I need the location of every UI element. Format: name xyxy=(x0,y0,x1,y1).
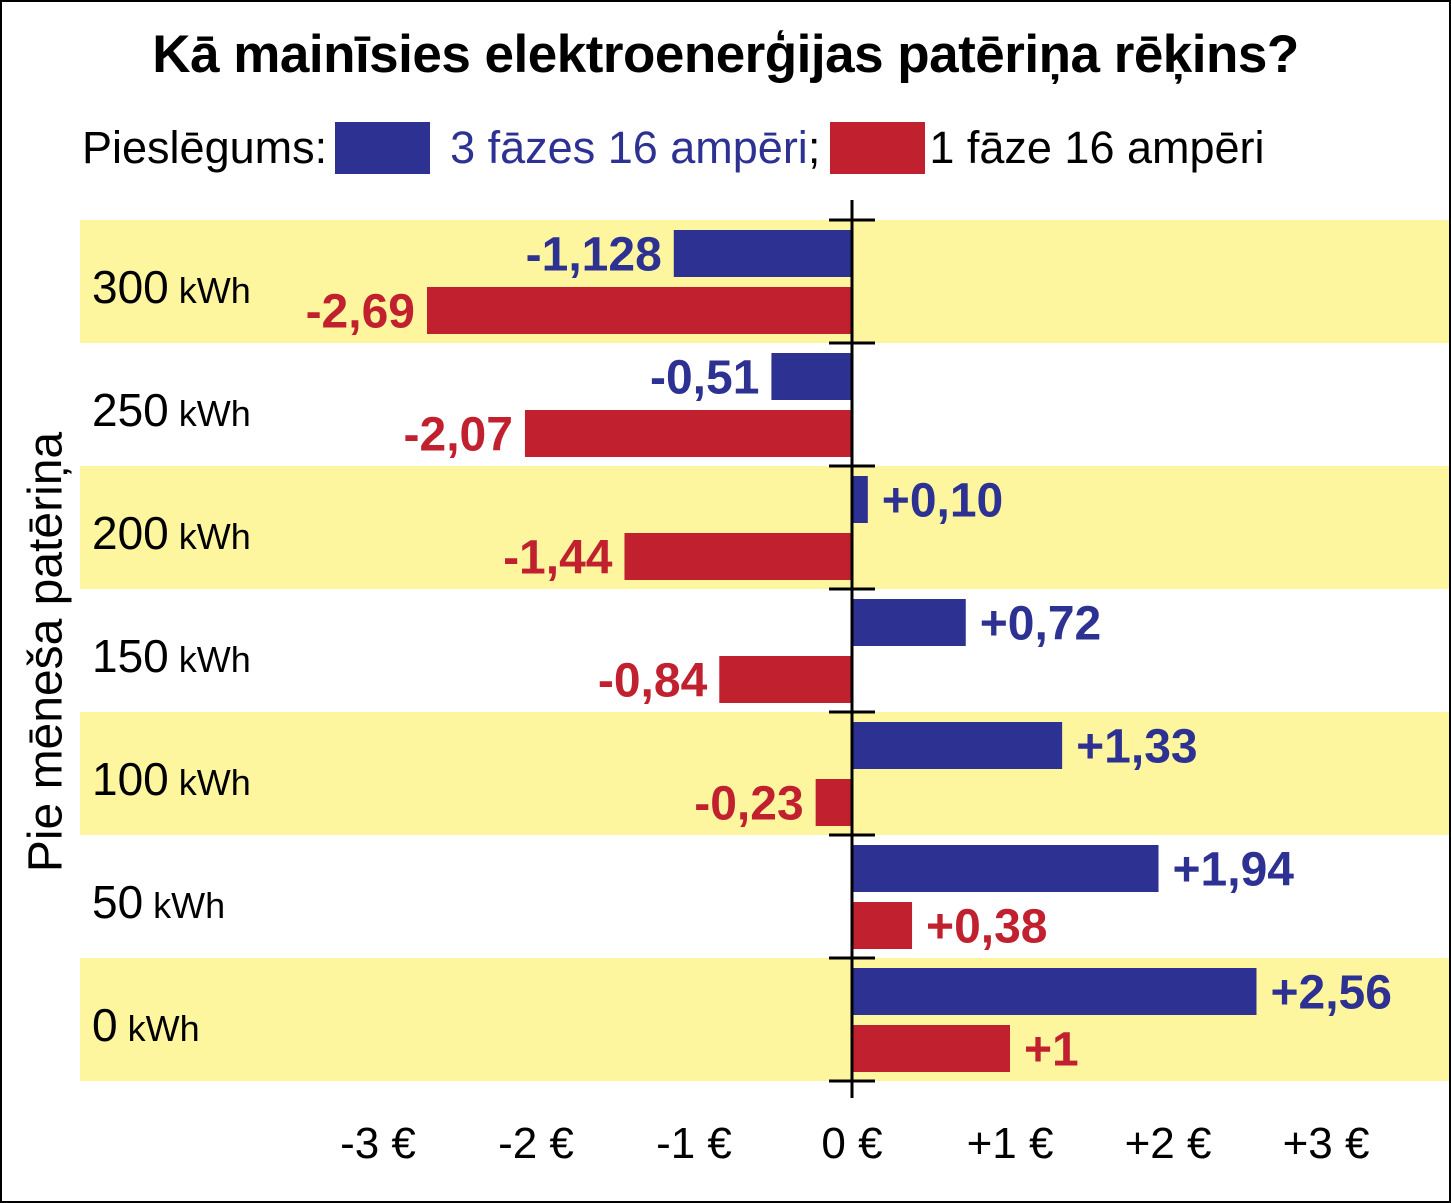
x-tick-label: -3 € xyxy=(340,1119,416,1168)
category-label: 250 kWh xyxy=(92,384,251,436)
legend-prefix: Pieslēgums: xyxy=(82,122,328,173)
legend: Pieslēgums: 3 fāzes 16 ampēri; 1 fāze 16… xyxy=(82,118,1265,178)
bar-one-phase xyxy=(624,533,852,580)
x-tick-label: 0 € xyxy=(821,1119,882,1168)
category-label: 0 kWh xyxy=(92,999,200,1051)
bar-value-label: +2,56 xyxy=(1270,967,1391,1020)
category-label: 200 kWh xyxy=(92,507,251,559)
bar-one-phase xyxy=(852,1025,1010,1072)
bar-three-phase xyxy=(852,599,966,646)
category-value: 250 xyxy=(92,384,169,436)
bar-one-phase xyxy=(719,656,852,703)
bar-value-label: +0,10 xyxy=(882,475,1003,528)
bar-three-phase xyxy=(771,353,852,400)
bar-value-label: +0,72 xyxy=(980,598,1101,651)
bar-one-phase xyxy=(524,410,852,457)
x-tick-label: +2 € xyxy=(1125,1119,1212,1168)
bar-value-label: +1 xyxy=(1024,1024,1079,1077)
x-tick-label: -2 € xyxy=(498,1119,574,1168)
category-label: 50 kWh xyxy=(92,876,225,928)
category-value: 300 xyxy=(92,261,169,313)
bar-three-phase xyxy=(852,722,1063,769)
legend-separator: ; xyxy=(807,122,821,173)
x-tick-label: +3 € xyxy=(1283,1119,1370,1168)
bar-value-label: -2,07 xyxy=(404,409,513,462)
bar-value-label: +1,33 xyxy=(1076,721,1197,774)
category-unit: kWh xyxy=(169,516,251,557)
category-unit: kWh xyxy=(169,639,251,680)
category-value: 0 xyxy=(92,999,118,1051)
bar-value-label: -2,69 xyxy=(306,286,415,339)
bar-one-phase xyxy=(852,902,913,949)
category-value: 100 xyxy=(92,753,169,805)
x-tick-label: +1 € xyxy=(967,1119,1054,1168)
bar-value-label: -1,44 xyxy=(503,532,613,585)
bar-three-phase xyxy=(673,230,852,277)
legend-label-3-phase: 3 fāzes 16 ampēri xyxy=(450,122,808,173)
bar-one-phase xyxy=(426,287,852,334)
bar-one-phase xyxy=(815,779,852,826)
category-unit: kWh xyxy=(118,1008,200,1049)
category-unit: kWh xyxy=(169,762,251,803)
category-unit: kWh xyxy=(169,393,251,434)
category-unit: kWh xyxy=(169,270,251,311)
category-value: 200 xyxy=(92,507,169,559)
bar-three-phase xyxy=(852,845,1159,892)
bar-three-phase xyxy=(852,476,868,523)
category-value: 50 xyxy=(92,876,143,928)
bar-value-label: +1,94 xyxy=(1173,844,1295,897)
category-label: 300 kWh xyxy=(92,261,251,313)
x-tick-label: -1 € xyxy=(656,1119,732,1168)
chart-title: Kā mainīsies elektroenerģijas patēriņa r… xyxy=(152,25,1299,84)
bar-value-label: -0,84 xyxy=(598,655,708,708)
category-unit: kWh xyxy=(143,885,225,926)
legend-label-1-phase: 1 fāze 16 ampēri xyxy=(929,122,1265,173)
row-band xyxy=(80,712,1449,835)
category-label: 150 kWh xyxy=(92,630,251,682)
bar-value-label: -0,51 xyxy=(650,352,759,405)
bar-value-label: -0,23 xyxy=(694,778,803,831)
category-label: 100 kWh xyxy=(92,753,251,805)
bar-three-phase xyxy=(852,968,1257,1015)
legend-swatch-3-phase xyxy=(335,122,431,174)
category-value: 150 xyxy=(92,630,169,682)
legend-swatch-1-phase xyxy=(830,122,926,174)
bar-value-label: -1,128 xyxy=(526,229,662,282)
bar-value-label: +0,38 xyxy=(926,901,1047,954)
